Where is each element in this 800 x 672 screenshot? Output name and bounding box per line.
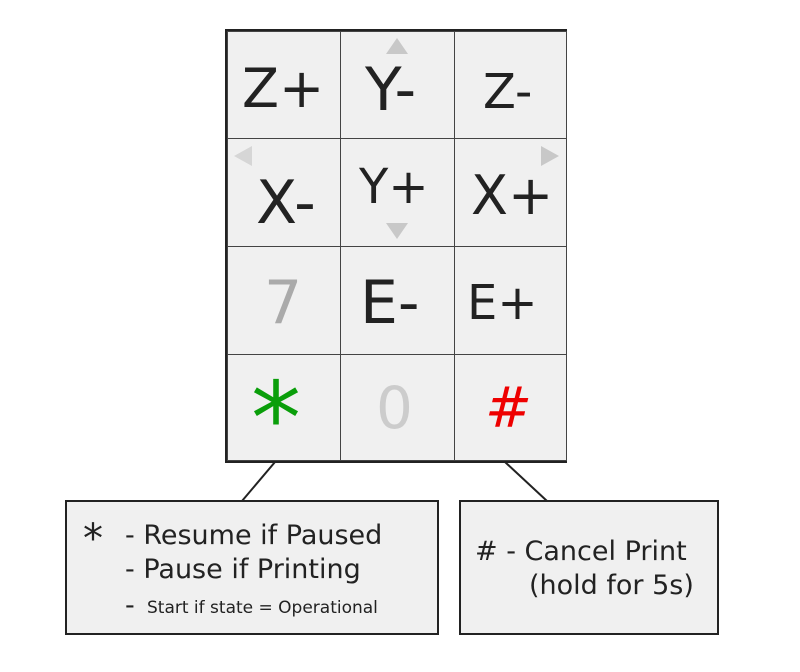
- key-seven-label: 7: [264, 268, 303, 338]
- key-y-minus[interactable]: Y-: [340, 31, 455, 139]
- key-hash[interactable]: #: [454, 354, 567, 461]
- key-z-minus-label: Z-: [483, 64, 533, 120]
- key-seven[interactable]: 7: [227, 246, 341, 355]
- star-connector-line: [241, 461, 276, 502]
- arrow-up-icon: [386, 38, 408, 54]
- key-e-minus-label: E-: [360, 268, 420, 338]
- key-zero[interactable]: 0: [340, 354, 455, 461]
- key-y-plus-label: Y+: [359, 159, 429, 215]
- key-z-plus-label: Z+: [242, 57, 325, 120]
- key-y-minus-label: Y-: [365, 55, 417, 125]
- star-note-line3-dash: -: [125, 590, 135, 621]
- star-note: * - Resume if Paused - Pause if Printing…: [65, 500, 439, 635]
- key-z-plus[interactable]: Z+: [227, 31, 341, 139]
- key-hash-label: #: [485, 376, 532, 441]
- key-zero-label: 0: [376, 374, 413, 442]
- star-note-line3: Start if state = Operational: [147, 598, 378, 618]
- key-star-label: *: [251, 360, 301, 477]
- arrow-left-icon: [234, 146, 252, 166]
- key-z-minus[interactable]: Z-: [454, 31, 567, 139]
- key-x-plus-label: X+: [471, 164, 554, 227]
- key-y-plus[interactable]: Y+: [340, 138, 455, 247]
- arrow-down-icon: [386, 223, 408, 239]
- hash-note: # - Cancel Print (hold for 5s): [459, 500, 719, 635]
- keypad-grid: Z+ Y- Z- X- Y+ X+ 7 E- E+: [225, 29, 567, 469]
- star-note-symbol: *: [83, 516, 103, 562]
- key-e-plus-label: E+: [467, 275, 538, 331]
- key-e-minus[interactable]: E-: [340, 246, 455, 355]
- hash-note-line2: (hold for 5s): [529, 570, 694, 601]
- key-star[interactable]: *: [227, 354, 341, 469]
- hash-connector-line: [504, 461, 548, 502]
- arrow-right-icon: [541, 146, 559, 166]
- key-x-minus[interactable]: X-: [227, 138, 341, 247]
- hash-note-line1: # - Cancel Print: [475, 536, 687, 567]
- star-note-line2: - Pause if Printing: [125, 554, 361, 585]
- key-x-minus-label: X-: [256, 168, 316, 238]
- key-x-plus[interactable]: X+: [454, 138, 567, 247]
- key-e-plus[interactable]: E+: [454, 246, 567, 355]
- star-note-line1: - Resume if Paused: [125, 520, 383, 551]
